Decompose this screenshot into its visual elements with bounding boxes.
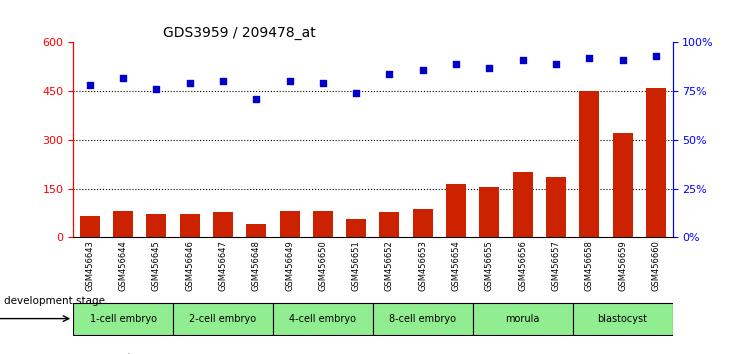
Text: morula: morula xyxy=(505,314,540,324)
Text: GDS3959 / 209478_at: GDS3959 / 209478_at xyxy=(163,26,316,40)
Text: GSM456646: GSM456646 xyxy=(185,240,194,291)
Text: 4-cell embryo: 4-cell embryo xyxy=(289,314,356,324)
Text: GSM456656: GSM456656 xyxy=(518,240,527,291)
Point xyxy=(251,96,262,102)
Point xyxy=(483,65,495,71)
FancyBboxPatch shape xyxy=(173,303,273,335)
Point xyxy=(350,90,362,96)
Point xyxy=(183,81,195,86)
Bar xyxy=(213,212,233,237)
Text: 2-cell embryo: 2-cell embryo xyxy=(189,314,257,324)
Point xyxy=(550,61,562,67)
Text: GSM456645: GSM456645 xyxy=(152,240,161,291)
Point xyxy=(384,71,395,76)
Bar xyxy=(613,133,632,237)
Bar xyxy=(113,211,133,237)
Bar xyxy=(546,177,566,237)
Text: GSM456652: GSM456652 xyxy=(385,240,394,291)
Text: GSM456655: GSM456655 xyxy=(485,240,494,291)
Bar xyxy=(413,209,433,237)
Text: GSM456650: GSM456650 xyxy=(319,240,327,291)
Point xyxy=(151,86,162,92)
Bar xyxy=(246,224,266,237)
Bar xyxy=(480,187,499,237)
Point xyxy=(84,82,96,88)
Bar xyxy=(180,214,200,237)
Text: GSM456648: GSM456648 xyxy=(251,240,261,291)
Point xyxy=(617,57,629,63)
Text: development stage: development stage xyxy=(4,296,105,306)
Text: ■: ■ xyxy=(88,351,99,354)
Bar xyxy=(346,219,366,237)
Point xyxy=(217,79,229,84)
Text: GSM456647: GSM456647 xyxy=(219,240,227,291)
Bar xyxy=(313,211,333,237)
Text: GSM456644: GSM456644 xyxy=(118,240,127,291)
Bar xyxy=(579,91,599,237)
Point xyxy=(517,57,529,63)
Text: GSM456657: GSM456657 xyxy=(551,240,561,291)
Text: GSM456654: GSM456654 xyxy=(452,240,461,291)
Text: 8-cell embryo: 8-cell embryo xyxy=(390,314,456,324)
FancyBboxPatch shape xyxy=(273,303,373,335)
Text: 1-cell embryo: 1-cell embryo xyxy=(90,314,156,324)
Text: GSM456643: GSM456643 xyxy=(86,240,94,291)
Point xyxy=(650,53,662,59)
Point xyxy=(117,75,129,80)
FancyBboxPatch shape xyxy=(373,303,473,335)
Text: GSM456649: GSM456649 xyxy=(285,240,294,291)
Bar xyxy=(80,216,99,237)
Text: blastocyst: blastocyst xyxy=(597,314,648,324)
Bar xyxy=(446,184,466,237)
FancyBboxPatch shape xyxy=(73,303,173,335)
Text: GSM456660: GSM456660 xyxy=(651,240,660,291)
Bar xyxy=(379,212,399,237)
Text: count: count xyxy=(102,353,132,354)
Bar xyxy=(646,88,666,237)
Point xyxy=(450,61,462,67)
Text: GSM456651: GSM456651 xyxy=(352,240,360,291)
Text: GSM456658: GSM456658 xyxy=(585,240,594,291)
Text: GSM456653: GSM456653 xyxy=(418,240,427,291)
FancyBboxPatch shape xyxy=(473,303,572,335)
Point xyxy=(417,67,428,73)
Bar xyxy=(279,211,300,237)
Point xyxy=(317,81,329,86)
Point xyxy=(284,79,295,84)
Bar xyxy=(512,172,533,237)
FancyBboxPatch shape xyxy=(572,303,673,335)
Point xyxy=(583,55,595,61)
Bar xyxy=(146,214,167,237)
Text: GSM456659: GSM456659 xyxy=(618,240,627,291)
